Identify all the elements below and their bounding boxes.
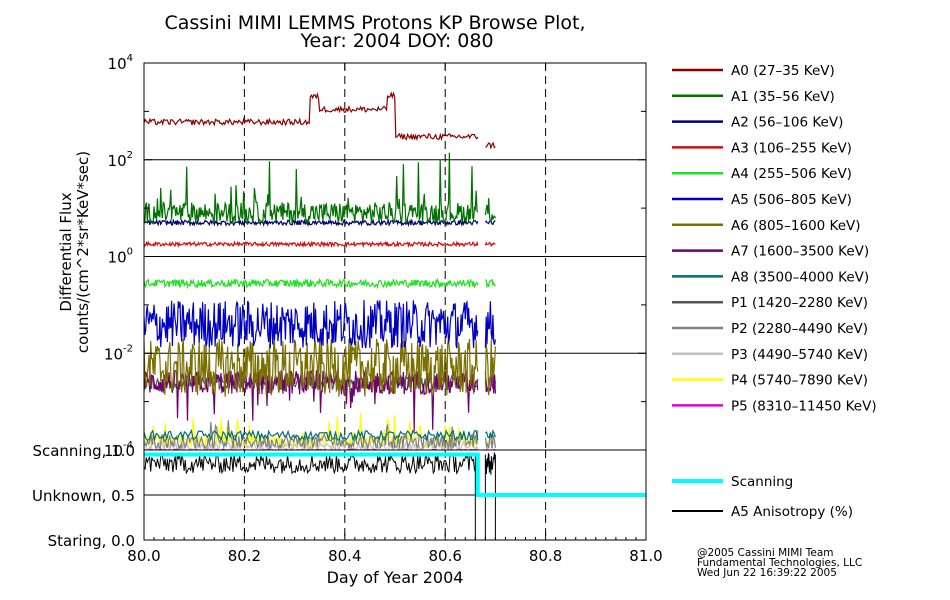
y-tick-label: 10-4 <box>104 440 133 460</box>
series-line-7-seg0 <box>144 369 479 432</box>
legend-label-11: P3 (4490–5740 KeV) <box>731 347 868 363</box>
x-tick-label: 80.2 <box>228 547 261 565</box>
series-line-2-seg0 <box>144 218 479 228</box>
upper-y-ticks: 104 102 100 10-2 10-4 <box>104 53 646 460</box>
y-tick-label: 104 <box>108 53 133 73</box>
series-line-3-seg0 <box>144 240 479 249</box>
y-axis-label-line1: Differential Flux <box>57 192 75 311</box>
series-line-7-seg1 <box>484 371 496 396</box>
scanning-line <box>144 452 646 497</box>
credit-line-3: Wed Jun 22 16:39:22 2005 <box>697 567 837 579</box>
y-tick-label: 102 <box>108 150 133 170</box>
series-line-4-seg0 <box>144 277 479 290</box>
series-line-3-seg1 <box>484 241 496 248</box>
series-line-5-seg1 <box>484 301 496 348</box>
series-line-8-seg0 <box>144 428 479 443</box>
credit-line-2: Fundamental Technologies, LLC <box>697 557 862 569</box>
series-line-4-seg1 <box>484 278 496 289</box>
chart-title: Cassini MIMI LEMMS Protons KP Browse Plo… <box>164 12 585 34</box>
series-line-10-seg0 <box>144 420 479 450</box>
x-tick-label: 81.0 <box>629 547 662 565</box>
lower-panel-series <box>144 451 646 540</box>
series-line-0-seg0 <box>144 91 479 142</box>
legend-label-3: A3 (106–255 KeV) <box>731 140 852 156</box>
lower-y-ticks: Scanning, 1.0 Unknown, 0.5 Staring, 0.0 <box>32 442 135 550</box>
y-tick-label: 100 <box>108 247 133 267</box>
legend-label-5: A5 (506–805 KeV) <box>731 192 852 208</box>
series-line-0-seg1 <box>485 141 496 150</box>
x-tick-label: 80.6 <box>428 547 461 565</box>
y-axis-label-line2: counts/(cm^2*sr*KeV*sec) <box>74 151 92 353</box>
series-line-6-seg1 <box>484 340 496 396</box>
anisotropy-line <box>144 451 479 475</box>
lower-y-tick-label: Staring, 0.0 <box>48 532 135 550</box>
series-line-1-seg0 <box>144 152 479 226</box>
legend-label-13: P5 (8310–11450 KeV) <box>731 398 877 414</box>
legend-label-7: A7 (1600–3500 KeV) <box>731 244 869 260</box>
x-tick-label: 80.8 <box>529 547 562 565</box>
x-tick-label: 80.0 <box>127 547 160 565</box>
x-ticks: 80.0 80.2 80.4 80.6 80.8 81.0 <box>127 63 663 565</box>
anisotropy-line-tail <box>485 452 496 475</box>
credit-line-1: @2005 Cassini MIMI Team <box>697 547 834 559</box>
legend-label-2: A2 (56–106 KeV) <box>731 115 843 131</box>
x-axis-label: Day of Year 2004 <box>327 568 464 587</box>
chart-subtitle: Year: 2004 DOY: 080 <box>299 30 493 52</box>
legend-label-0: A0 (27–35 KeV) <box>731 63 835 79</box>
legend-label-10: P2 (2280–4490 KeV) <box>731 321 868 337</box>
legend-label-lower-0: Scanning <box>731 474 793 490</box>
series-line-6-seg0 <box>144 338 479 397</box>
series-line-8-seg1 <box>484 429 496 439</box>
series-line-5-seg0 <box>144 300 479 349</box>
upper-panel-series <box>144 91 496 450</box>
legend-label-6: A6 (805–1600 KeV) <box>731 218 861 234</box>
lower-y-tick-label: Scanning, 1.0 <box>32 442 135 460</box>
series-line-10-seg1 <box>484 434 496 449</box>
lower-y-tick-label: Unknown, 0.5 <box>32 487 135 505</box>
legend: A0 (27–35 KeV) A1 (35–56 KeV) A2 (56–106 K… <box>672 63 877 520</box>
x-tick-label: 80.4 <box>328 547 361 565</box>
legend-label-4: A4 (255–506 KeV) <box>731 166 852 182</box>
legend-label-12: P4 (5740–7890 KeV) <box>731 373 868 389</box>
legend-label-8: A8 (3500–4000 KeV) <box>731 269 869 285</box>
legend-label-lower-1: A5 Anisotropy (%) <box>731 504 853 520</box>
legend-label-1: A1 (35–56 KeV) <box>731 89 835 105</box>
y-tick-label: 10-2 <box>104 343 133 363</box>
series-line-1-seg1 <box>484 198 496 222</box>
legend-label-9: P1 (1420–2280 KeV) <box>731 295 868 311</box>
